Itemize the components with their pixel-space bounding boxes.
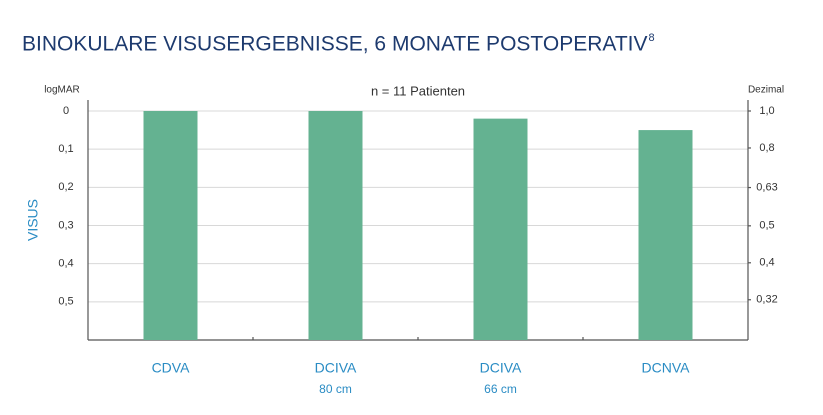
y-tick-label: 0,4 xyxy=(58,258,73,270)
bar xyxy=(638,130,693,340)
y-tick-label: 0,2 xyxy=(58,181,73,193)
y2-axis-unit: Dezimal xyxy=(748,85,784,96)
bar xyxy=(473,118,528,340)
x-tick-sublabel: 66 cm xyxy=(484,382,517,396)
y-tick-label: 0,3 xyxy=(58,219,73,231)
x-tick-label: DCIVA xyxy=(480,360,522,376)
y-tick-label: 0,1 xyxy=(58,143,73,155)
chart-title: BINOKULARE VISUSERGEBNISSE, 6 MONATE POS… xyxy=(22,33,648,56)
y2-tick-label: 0,32 xyxy=(756,294,777,306)
y-axis-title: VISUS xyxy=(25,199,41,241)
x-tick-label: CDVA xyxy=(152,360,191,376)
y-tick-label: 0 xyxy=(63,105,69,117)
bar xyxy=(308,111,363,340)
y2-tick-label: 0,4 xyxy=(759,257,774,269)
y2-tick-label: 0,5 xyxy=(759,220,774,232)
y2-tick-label: 0,8 xyxy=(759,142,774,154)
x-tick-label: DCIVA xyxy=(315,360,357,376)
x-tick-sublabel: 80 cm xyxy=(319,382,352,396)
subtitle: n = 11 Patienten xyxy=(371,83,465,98)
y-tick-label: 0,5 xyxy=(58,296,73,308)
y2-tick-label: 1,0 xyxy=(759,105,774,117)
y2-tick-label: 0,63 xyxy=(756,181,777,193)
y-axis-unit: logMAR xyxy=(44,85,80,96)
bar xyxy=(143,111,198,340)
x-tick-label: DCNVA xyxy=(642,360,691,376)
title-note: 8 xyxy=(649,32,655,44)
